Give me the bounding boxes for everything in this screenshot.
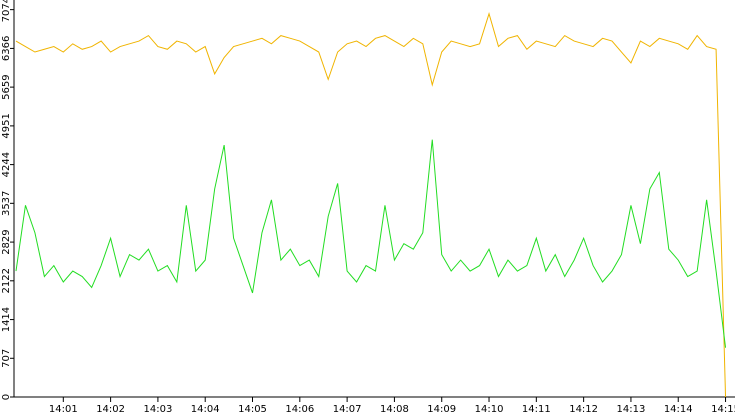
- x-tick-label: 14:05: [238, 404, 267, 415]
- y-tick-label: 7074: [1, 0, 12, 22]
- series-line: [15, 11, 727, 398]
- x-tick-label: 14:08: [380, 404, 409, 415]
- x-tick-label: 14:13: [617, 404, 646, 415]
- x-tick-label: 14:09: [427, 404, 456, 415]
- x-tick-label: 14:07: [333, 404, 362, 415]
- y-tick-label: 4951: [1, 113, 12, 138]
- x-tick-label: 14:15: [711, 404, 735, 415]
- y-tick-label: 4244: [1, 152, 12, 177]
- x-tick-label: 14:03: [143, 404, 172, 415]
- series-line: [15, 139, 727, 348]
- y-tick-label: 1414: [1, 307, 12, 332]
- x-tick-label: 14:04: [191, 404, 220, 415]
- x-tick-label: 14:01: [49, 404, 78, 415]
- x-tick-label: 14:06: [285, 404, 314, 415]
- x-tick-label: 14:14: [664, 404, 693, 415]
- x-tick-label: 14:12: [569, 404, 598, 415]
- y-tick-label: 3537: [1, 191, 12, 216]
- y-tick-label: 2829: [1, 229, 12, 254]
- y-tick-label: 5659: [1, 74, 12, 99]
- y-tick-label: 0: [1, 394, 12, 400]
- y-tick-label: 707: [1, 349, 12, 368]
- x-tick-label: 14:11: [522, 404, 551, 415]
- x-tick-label: 14:10: [475, 404, 504, 415]
- y-tick-label: 2122: [1, 268, 12, 293]
- x-tick-label: 14:02: [96, 404, 125, 415]
- y-tick-label: 6366: [1, 36, 12, 61]
